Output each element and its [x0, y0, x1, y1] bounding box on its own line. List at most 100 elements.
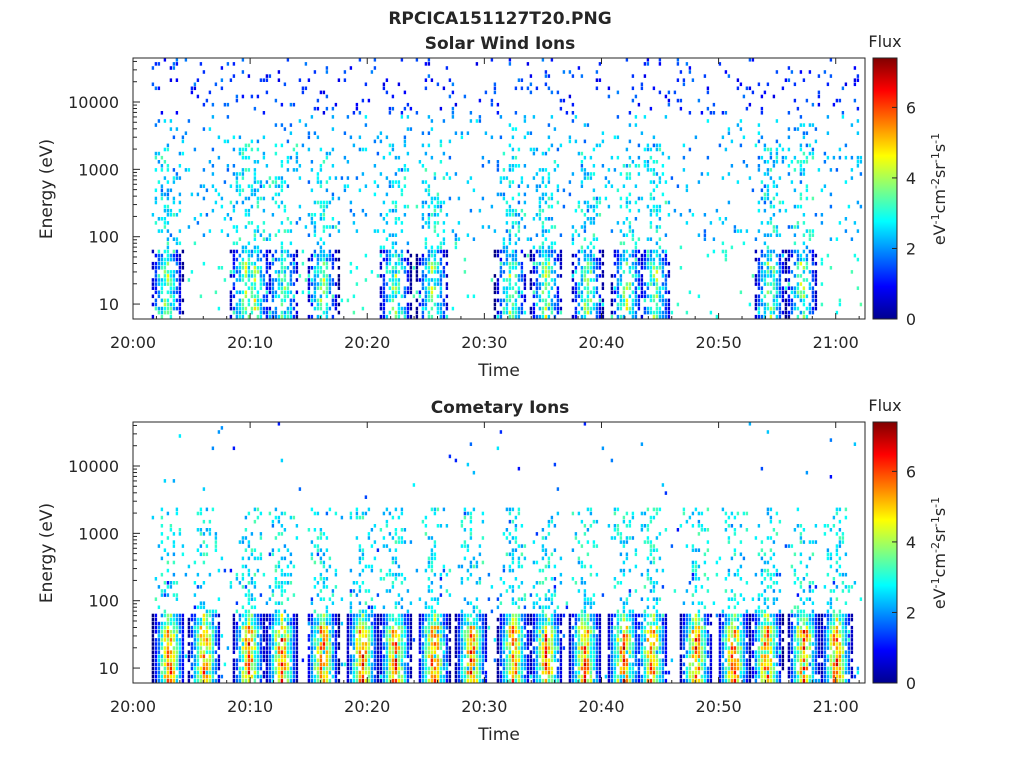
heatmap-cell: [364, 609, 368, 614]
heatmap-cell: [793, 274, 797, 278]
heatmap-cell: [271, 617, 275, 622]
heatmap-cell: [514, 282, 518, 286]
heatmap-cell: [244, 270, 248, 274]
heatmap-cell: [244, 266, 248, 270]
heatmap-cell: [394, 200, 398, 205]
heatmap-cell: [166, 213, 170, 217]
heatmap-cell: [250, 654, 254, 659]
heatmap-cell: [772, 164, 776, 168]
heatmap-cell: [241, 314, 245, 319]
heatmap-cell: [727, 172, 731, 176]
heatmap-cell: [295, 266, 299, 270]
heatmap-cell: [538, 306, 542, 311]
heatmap-cell: [247, 221, 251, 225]
heatmap-cell: [700, 111, 704, 115]
heatmap-cell: [313, 646, 317, 650]
heatmap-cell: [511, 221, 515, 225]
heatmap-cell: [466, 131, 470, 135]
heatmap-cell: [283, 634, 287, 638]
heatmap-cell: [391, 278, 395, 282]
heatmap-cell: [244, 536, 248, 540]
heatmap-cell: [595, 78, 599, 82]
heatmap-cell: [280, 589, 284, 593]
heatmap-cell: [163, 298, 167, 303]
heatmap-cell: [640, 290, 644, 295]
heatmap-cell: [361, 621, 365, 626]
heatmap-cell: [394, 654, 398, 659]
heatmap-cell: [421, 634, 425, 638]
heatmap-cell: [337, 229, 341, 233]
heatmap-cell: [652, 160, 656, 164]
heatmap-cell: [160, 638, 164, 642]
heatmap-cell: [193, 86, 197, 91]
heatmap-cell: [307, 131, 311, 135]
heatmap-cell: [367, 638, 371, 642]
heatmap-cell: [211, 646, 215, 650]
heatmap-cell: [409, 674, 413, 679]
heatmap-cell: [178, 654, 182, 659]
heatmap-cell: [334, 617, 338, 622]
heatmap-cell: [421, 310, 425, 315]
heatmap-cell: [406, 278, 410, 282]
heatmap-cell: [505, 229, 509, 233]
heatmap-cell: [391, 253, 395, 258]
heatmap-cell: [421, 200, 425, 205]
heatmap-cell: [640, 131, 644, 135]
heatmap-cell: [418, 646, 422, 650]
heatmap-cell: [163, 204, 167, 209]
heatmap-cell: [517, 286, 521, 290]
heatmap-cell: [553, 306, 557, 311]
heatmap-cell: [646, 266, 650, 270]
heatmap-cell: [790, 302, 794, 307]
heatmap-cell: [253, 282, 257, 286]
heatmap-cell: [160, 662, 164, 667]
heatmap-cell: [244, 658, 248, 663]
heatmap-cell: [610, 314, 614, 319]
heatmap-cell: [859, 302, 863, 307]
heatmap-cell: [193, 646, 197, 650]
heatmap-cell: [394, 241, 398, 246]
heatmap-cell: [166, 666, 170, 671]
heatmap-cell: [634, 184, 638, 188]
heatmap-cell: [487, 225, 491, 229]
heatmap-cell: [424, 62, 428, 66]
heatmap-cell: [211, 102, 215, 107]
heatmap-cell: [763, 208, 767, 213]
heatmap-cell: [631, 282, 635, 286]
heatmap-cell: [652, 274, 656, 278]
heatmap-cell: [196, 78, 200, 82]
heatmap-cell: [835, 237, 839, 241]
heatmap-cell: [469, 208, 473, 213]
heatmap-cell: [283, 589, 287, 593]
heatmap-cell: [217, 613, 221, 618]
heatmap-cell: [214, 650, 218, 654]
heatmap-cell: [277, 642, 281, 646]
heatmap-cell: [265, 237, 269, 241]
heatmap-cell: [172, 638, 176, 642]
heatmap-cell: [652, 86, 656, 91]
heatmap-cell: [157, 674, 161, 679]
heatmap-cell: [634, 314, 638, 319]
heatmap-cell: [157, 670, 161, 675]
heatmap-cell: [763, 274, 767, 278]
heatmap-cell: [280, 266, 284, 270]
heatmap-cell: [319, 180, 323, 184]
heatmap-cell: [829, 74, 833, 78]
heatmap-cell: [280, 556, 284, 561]
heatmap-cell: [244, 528, 248, 532]
heatmap-cell: [424, 294, 428, 299]
heatmap-cell: [409, 617, 413, 622]
heatmap-cell: [592, 306, 596, 311]
heatmap-cell: [235, 630, 239, 634]
heatmap-cell: [244, 678, 248, 683]
heatmap-cell: [271, 613, 275, 618]
heatmap-cell: [253, 261, 257, 266]
heatmap-cell: [640, 294, 644, 299]
heatmap-cell: [406, 621, 410, 626]
heatmap-cell: [661, 294, 665, 299]
heatmap-cell: [217, 630, 221, 634]
heatmap-cell: [310, 642, 314, 646]
heatmap-cell: [502, 310, 506, 315]
heatmap-cell: [265, 270, 269, 274]
